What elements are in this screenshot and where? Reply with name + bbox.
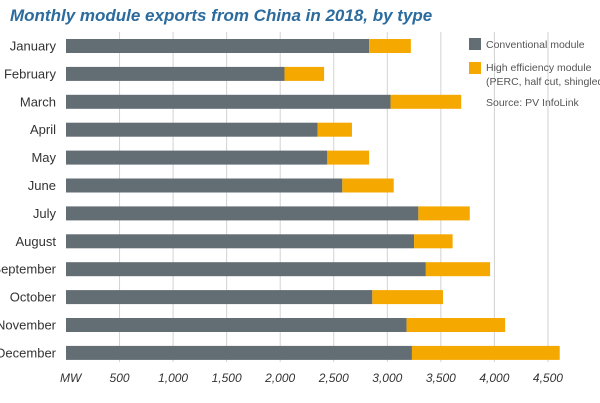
legend-label-high-efficiency: High efficiency module bbox=[486, 62, 592, 74]
legend-swatch-conventional bbox=[469, 38, 481, 50]
x-tick-label: 1,500 bbox=[212, 371, 242, 385]
bar-september-high-efficiency bbox=[425, 262, 491, 277]
category-label: April bbox=[30, 122, 56, 137]
legend-note-high-efficiency: (PERC, half cut, shingled etc) bbox=[486, 76, 600, 88]
bar-november-conventional bbox=[66, 318, 407, 332]
category-label: October bbox=[10, 290, 57, 305]
x-tick-label: 2,500 bbox=[318, 371, 349, 385]
bar-june-conventional bbox=[66, 178, 343, 193]
bar-february-high-efficiency bbox=[284, 66, 325, 81]
category-label: January bbox=[10, 39, 57, 54]
legend-swatch-high-efficiency bbox=[469, 62, 481, 74]
category-label: May bbox=[31, 150, 56, 165]
bar-may-high-efficiency bbox=[327, 150, 370, 165]
bar-december-high-efficiency bbox=[411, 345, 560, 360]
bar-june-high-efficiency bbox=[342, 178, 394, 193]
x-axis-label: MW bbox=[60, 371, 83, 385]
category-labels: January February March April May June July Augu… bbox=[0, 39, 57, 361]
bar-february-conventional bbox=[66, 66, 285, 81]
bar-august-high-efficiency bbox=[414, 234, 453, 249]
chart-title: Monthly module exports from China in 201… bbox=[10, 6, 433, 25]
x-tick-label: 4,000 bbox=[479, 371, 509, 385]
bar-january-high-efficiency bbox=[369, 39, 411, 53]
category-label: December bbox=[0, 345, 57, 360]
category-label: June bbox=[28, 178, 56, 193]
x-tick-label: 500 bbox=[110, 371, 130, 385]
x-tick-labels: 500 1,000 1,500 2,000 2,500 3,000 3,500 4,000 4,… bbox=[110, 371, 564, 385]
bar-october-conventional bbox=[66, 290, 373, 305]
gridlines bbox=[119, 32, 549, 362]
source-note: Source: PV InfoLink bbox=[486, 97, 580, 109]
bar-april-high-efficiency bbox=[317, 122, 352, 137]
bar-april-conventional bbox=[66, 122, 318, 137]
x-tick-label: 4,500 bbox=[533, 371, 563, 385]
category-label: February bbox=[4, 66, 57, 81]
category-label: July bbox=[33, 206, 57, 221]
category-label: November bbox=[0, 318, 57, 333]
bar-september-conventional bbox=[66, 262, 426, 277]
category-label: August bbox=[16, 234, 57, 249]
bar-august-conventional bbox=[66, 234, 415, 249]
legend: Conventional module High efficiency modu… bbox=[469, 38, 600, 109]
bar-november-high-efficiency bbox=[406, 318, 506, 332]
bar-july-high-efficiency bbox=[418, 206, 470, 221]
category-label: September bbox=[0, 262, 57, 277]
x-tick-label: 2,000 bbox=[264, 371, 295, 385]
x-tick-label: 3,000 bbox=[372, 371, 402, 385]
bar-march-high-efficiency bbox=[390, 94, 462, 109]
bars bbox=[66, 39, 560, 360]
bar-july-conventional bbox=[66, 206, 419, 221]
x-tick-label: 3,500 bbox=[426, 371, 456, 385]
bar-december-conventional bbox=[66, 345, 412, 360]
legend-label-conventional: Conventional module bbox=[486, 39, 585, 51]
bar-march-conventional bbox=[66, 94, 391, 109]
bar-january-conventional bbox=[66, 39, 370, 53]
bar-october-high-efficiency bbox=[372, 290, 443, 305]
bar-may-conventional bbox=[66, 150, 328, 165]
x-tick-label: 1,000 bbox=[158, 371, 188, 385]
category-label: March bbox=[20, 94, 56, 109]
